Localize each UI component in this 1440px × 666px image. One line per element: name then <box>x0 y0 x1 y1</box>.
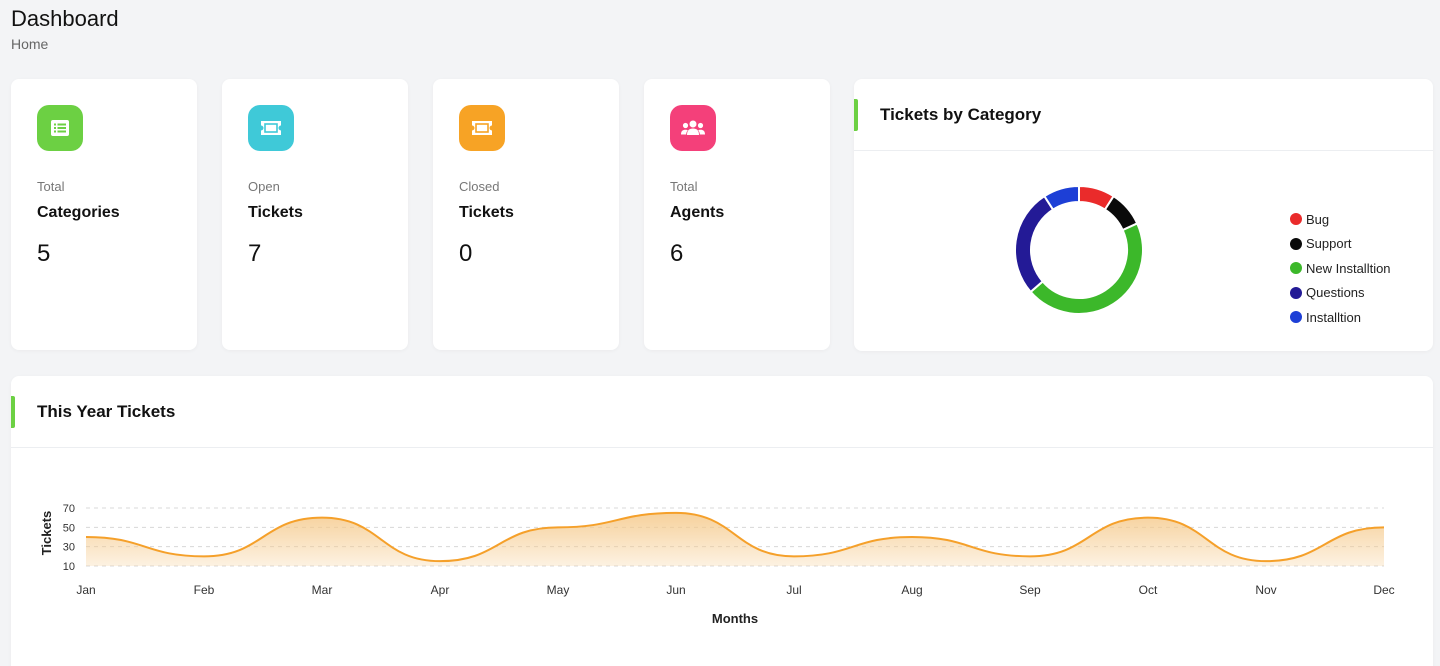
data-point <box>202 554 206 558</box>
x-tick-label: Nov <box>1255 583 1276 597</box>
year-tickets-area-chart: 10 30 50 70 Jan Feb Mar Apr May Jun Jul Aug Sep Oct No… <box>39 503 1395 626</box>
data-point <box>910 535 914 539</box>
donut-slice-questions[interactable] <box>1014 194 1055 294</box>
data-point <box>792 554 796 558</box>
users-icon <box>670 105 716 151</box>
data-point <box>1382 525 1386 529</box>
data-point <box>1028 554 1032 558</box>
stat-value: 5 <box>37 240 51 267</box>
stat-card-categories[interactable]: Total Categories 5 <box>11 79 197 350</box>
x-tick-label: Oct <box>1139 583 1158 597</box>
panel-accent <box>854 99 858 131</box>
stat-value: 6 <box>670 240 684 267</box>
y-tick-label: 30 <box>63 542 75 554</box>
stat-value: 7 <box>248 240 262 267</box>
data-point <box>84 535 88 539</box>
y-tick-label: 70 <box>63 503 75 515</box>
legend-item[interactable]: Installtion <box>1290 305 1391 330</box>
stat-label: Agents <box>670 204 725 221</box>
stat-card-open-tickets[interactable]: Open Tickets 7 <box>222 79 408 350</box>
legend-dot <box>1290 286 1302 299</box>
ticket-icon <box>459 105 505 151</box>
data-point <box>320 516 324 520</box>
stat-sub: Closed <box>459 179 500 194</box>
legend-dot <box>1290 311 1302 324</box>
list-icon <box>37 105 83 151</box>
stat-card-agents[interactable]: Total Agents 6 <box>644 79 830 350</box>
category-donut-chart <box>1014 184 1144 315</box>
legend-item[interactable]: New Installtion <box>1290 256 1391 281</box>
x-tick-label: Jan <box>76 583 95 597</box>
legend-label: Bug <box>1306 211 1330 227</box>
stat-card-closed-tickets[interactable]: Closed Tickets 0 <box>433 79 619 350</box>
stat-label: Categories <box>37 204 120 221</box>
panel-header: Tickets by Category <box>854 79 1433 151</box>
category-legend: Bug Support New Installtion Questions Instal… <box>1290 207 1391 330</box>
page-header: Dashboard Home <box>11 6 119 52</box>
stat-sub: Total <box>37 179 65 194</box>
stat-label: Tickets <box>248 204 303 221</box>
x-tick-label: Aug <box>901 583 922 597</box>
legend-label: New Installtion <box>1306 260 1391 276</box>
data-point <box>438 559 442 563</box>
stat-value: 0 <box>459 240 473 267</box>
data-point <box>556 525 560 529</box>
stat-label: Tickets <box>459 204 514 221</box>
legend-item[interactable]: Bug <box>1290 207 1391 232</box>
x-tick-label: Mar <box>312 583 333 597</box>
panel-title: Tickets by Category <box>880 105 1042 124</box>
x-tick-label: Feb <box>194 583 215 597</box>
x-tick-label: May <box>547 583 570 597</box>
legend-label: Support <box>1306 236 1352 252</box>
donut-slice-new-installtion[interactable] <box>1029 222 1144 315</box>
legend-item[interactable]: Support <box>1290 232 1391 257</box>
ticket-icon <box>248 105 294 151</box>
panel-accent <box>11 396 15 428</box>
x-tick-label: Apr <box>431 583 450 597</box>
x-tick-label: Sep <box>1019 583 1041 597</box>
y-tick-label: 50 <box>63 522 75 534</box>
x-tick-label: Jul <box>786 583 801 597</box>
legend-label: Questions <box>1306 285 1365 301</box>
legend-dot <box>1290 262 1302 275</box>
y-axis-title: Tickets <box>39 511 54 556</box>
this-year-tickets-panel: This Year Tickets 10 30 50 70 Jan Feb Mar Apr Ma… <box>11 376 1433 666</box>
x-tick-label: Dec <box>1373 583 1394 597</box>
stat-sub: Open <box>248 179 280 194</box>
donut-slice-installtion[interactable] <box>1043 184 1080 212</box>
legend-dot <box>1290 237 1302 250</box>
series-line <box>85 511 1385 563</box>
legend-item[interactable]: Questions <box>1290 281 1391 306</box>
x-tick-label: Jun <box>666 583 685 597</box>
data-point <box>1264 559 1268 563</box>
page-title: Dashboard <box>11 6 119 31</box>
x-axis-title: Months <box>712 611 758 626</box>
stat-sub: Total <box>670 179 698 194</box>
breadcrumb[interactable]: Home <box>11 36 49 52</box>
data-point <box>674 511 678 515</box>
tickets-by-category-panel: Tickets by Category Bug Support New Instal… <box>854 79 1433 351</box>
legend-label: Installtion <box>1306 309 1361 325</box>
panel-header: This Year Tickets <box>11 376 1433 448</box>
panel-title: This Year Tickets <box>37 402 176 421</box>
y-tick-label: 10 <box>63 561 75 573</box>
area-fill <box>86 512 1384 566</box>
data-point <box>1146 516 1150 520</box>
legend-dot <box>1290 213 1302 226</box>
